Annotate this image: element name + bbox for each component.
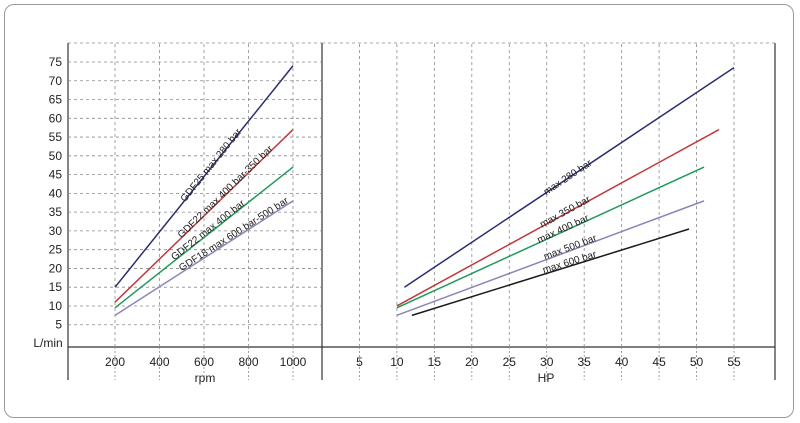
x-tick-label: 10 [390,355,404,369]
series-line-max-400-bar [396,166,705,309]
y-tick-label: 40 [49,186,63,200]
x-tick-label: 55 [727,355,741,369]
x-tick-label: 400 [149,355,169,369]
y-tick-label: 65 [49,93,63,107]
y-tick-label: 15 [49,280,63,294]
series-line-gdf22-max-400-bar-350-bar [114,129,294,303]
series-line-gdf25-max-280-bar [114,65,294,288]
x-tick-label: 20 [465,355,479,369]
y-tick-label: 60 [49,111,63,125]
y-tick-label: 50 [49,149,63,163]
series-label-max-280-bar: max 280 bar [542,158,595,198]
series-line-gdf18-max-600-bar-500-bar [114,200,294,316]
x-tick-label: 15 [428,355,442,369]
series-label-gdf25-max-280-bar: GDF25 max 280 bar [179,126,245,204]
x-axis-title-hp: HP [538,371,555,385]
y-tick-label: 75 [49,55,63,69]
y-tick-label: 30 [49,224,63,238]
x-tick-label: 35 [578,355,592,369]
x-tick-label: 1000 [280,355,307,369]
series-line-gdf22-max-400-bar [114,166,294,309]
series-line-max-280-bar [403,67,735,288]
series-line-max-350-bar [396,128,720,307]
series-line-max-600-bar [411,228,690,317]
x-tick-label: 5 [356,355,363,369]
x-tick-label: 25 [503,355,517,369]
y-axis-title: L/min [33,336,62,350]
x-tick-label: 600 [194,355,214,369]
x-tick-label: 30 [540,355,554,369]
x-axis-title-rpm: rpm [195,371,216,385]
y-tick-label: 20 [49,261,63,275]
y-tick-label: 35 [49,205,63,219]
x-tick-label: 200 [105,355,125,369]
y-tick-label: 55 [49,130,63,144]
x-tick-label: 800 [238,355,258,369]
x-tick-label: 50 [690,355,704,369]
x-tick-label: 45 [652,355,666,369]
y-tick-label: 10 [49,299,63,313]
y-tick-label: 45 [49,168,63,182]
x-tick-label: 40 [615,355,629,369]
y-tick-label: 70 [49,74,63,88]
series-line-max-500-bar [396,200,705,317]
y-tick-label: 5 [55,318,62,332]
chart-frame [4,4,794,418]
chart-panel-1: 200 400 600 800 1000 rpm 5 10 15 20 25 30 35 40 45 50 55… [33,42,322,385]
y-tick-label: 25 [49,243,63,257]
